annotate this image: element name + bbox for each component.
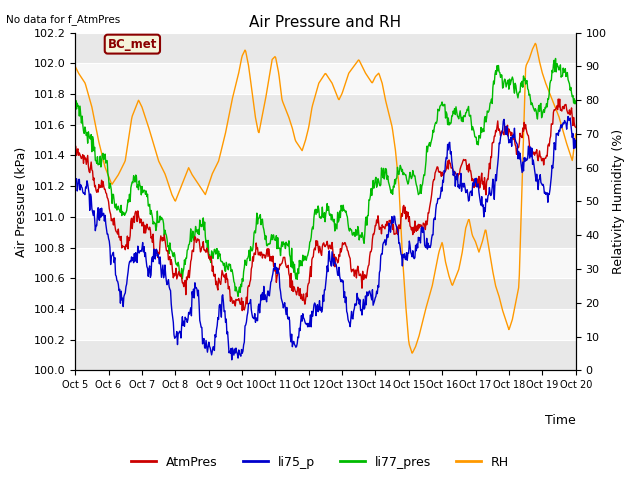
Bar	[75, 156, 576, 186]
Legend: AtmPres, li75_p, li77_pres, RH: AtmPres, li75_p, li77_pres, RH	[126, 451, 514, 474]
Bar	[75, 125, 576, 156]
X-axis label: Time: Time	[545, 414, 576, 427]
Bar	[75, 309, 576, 340]
Text: BC_met: BC_met	[108, 37, 157, 50]
Bar	[75, 33, 576, 63]
Text: No data for f_AtmPres: No data for f_AtmPres	[6, 14, 121, 25]
Bar	[75, 340, 576, 371]
Bar	[75, 94, 576, 125]
Bar	[75, 248, 576, 278]
Y-axis label: Air Pressure (kPa): Air Pressure (kPa)	[15, 146, 28, 257]
Bar	[75, 278, 576, 309]
Bar	[75, 63, 576, 94]
Bar	[75, 186, 576, 217]
Title: Air Pressure and RH: Air Pressure and RH	[250, 15, 401, 30]
Bar	[75, 217, 576, 248]
Y-axis label: Relativity Humidity (%): Relativity Humidity (%)	[612, 129, 625, 274]
